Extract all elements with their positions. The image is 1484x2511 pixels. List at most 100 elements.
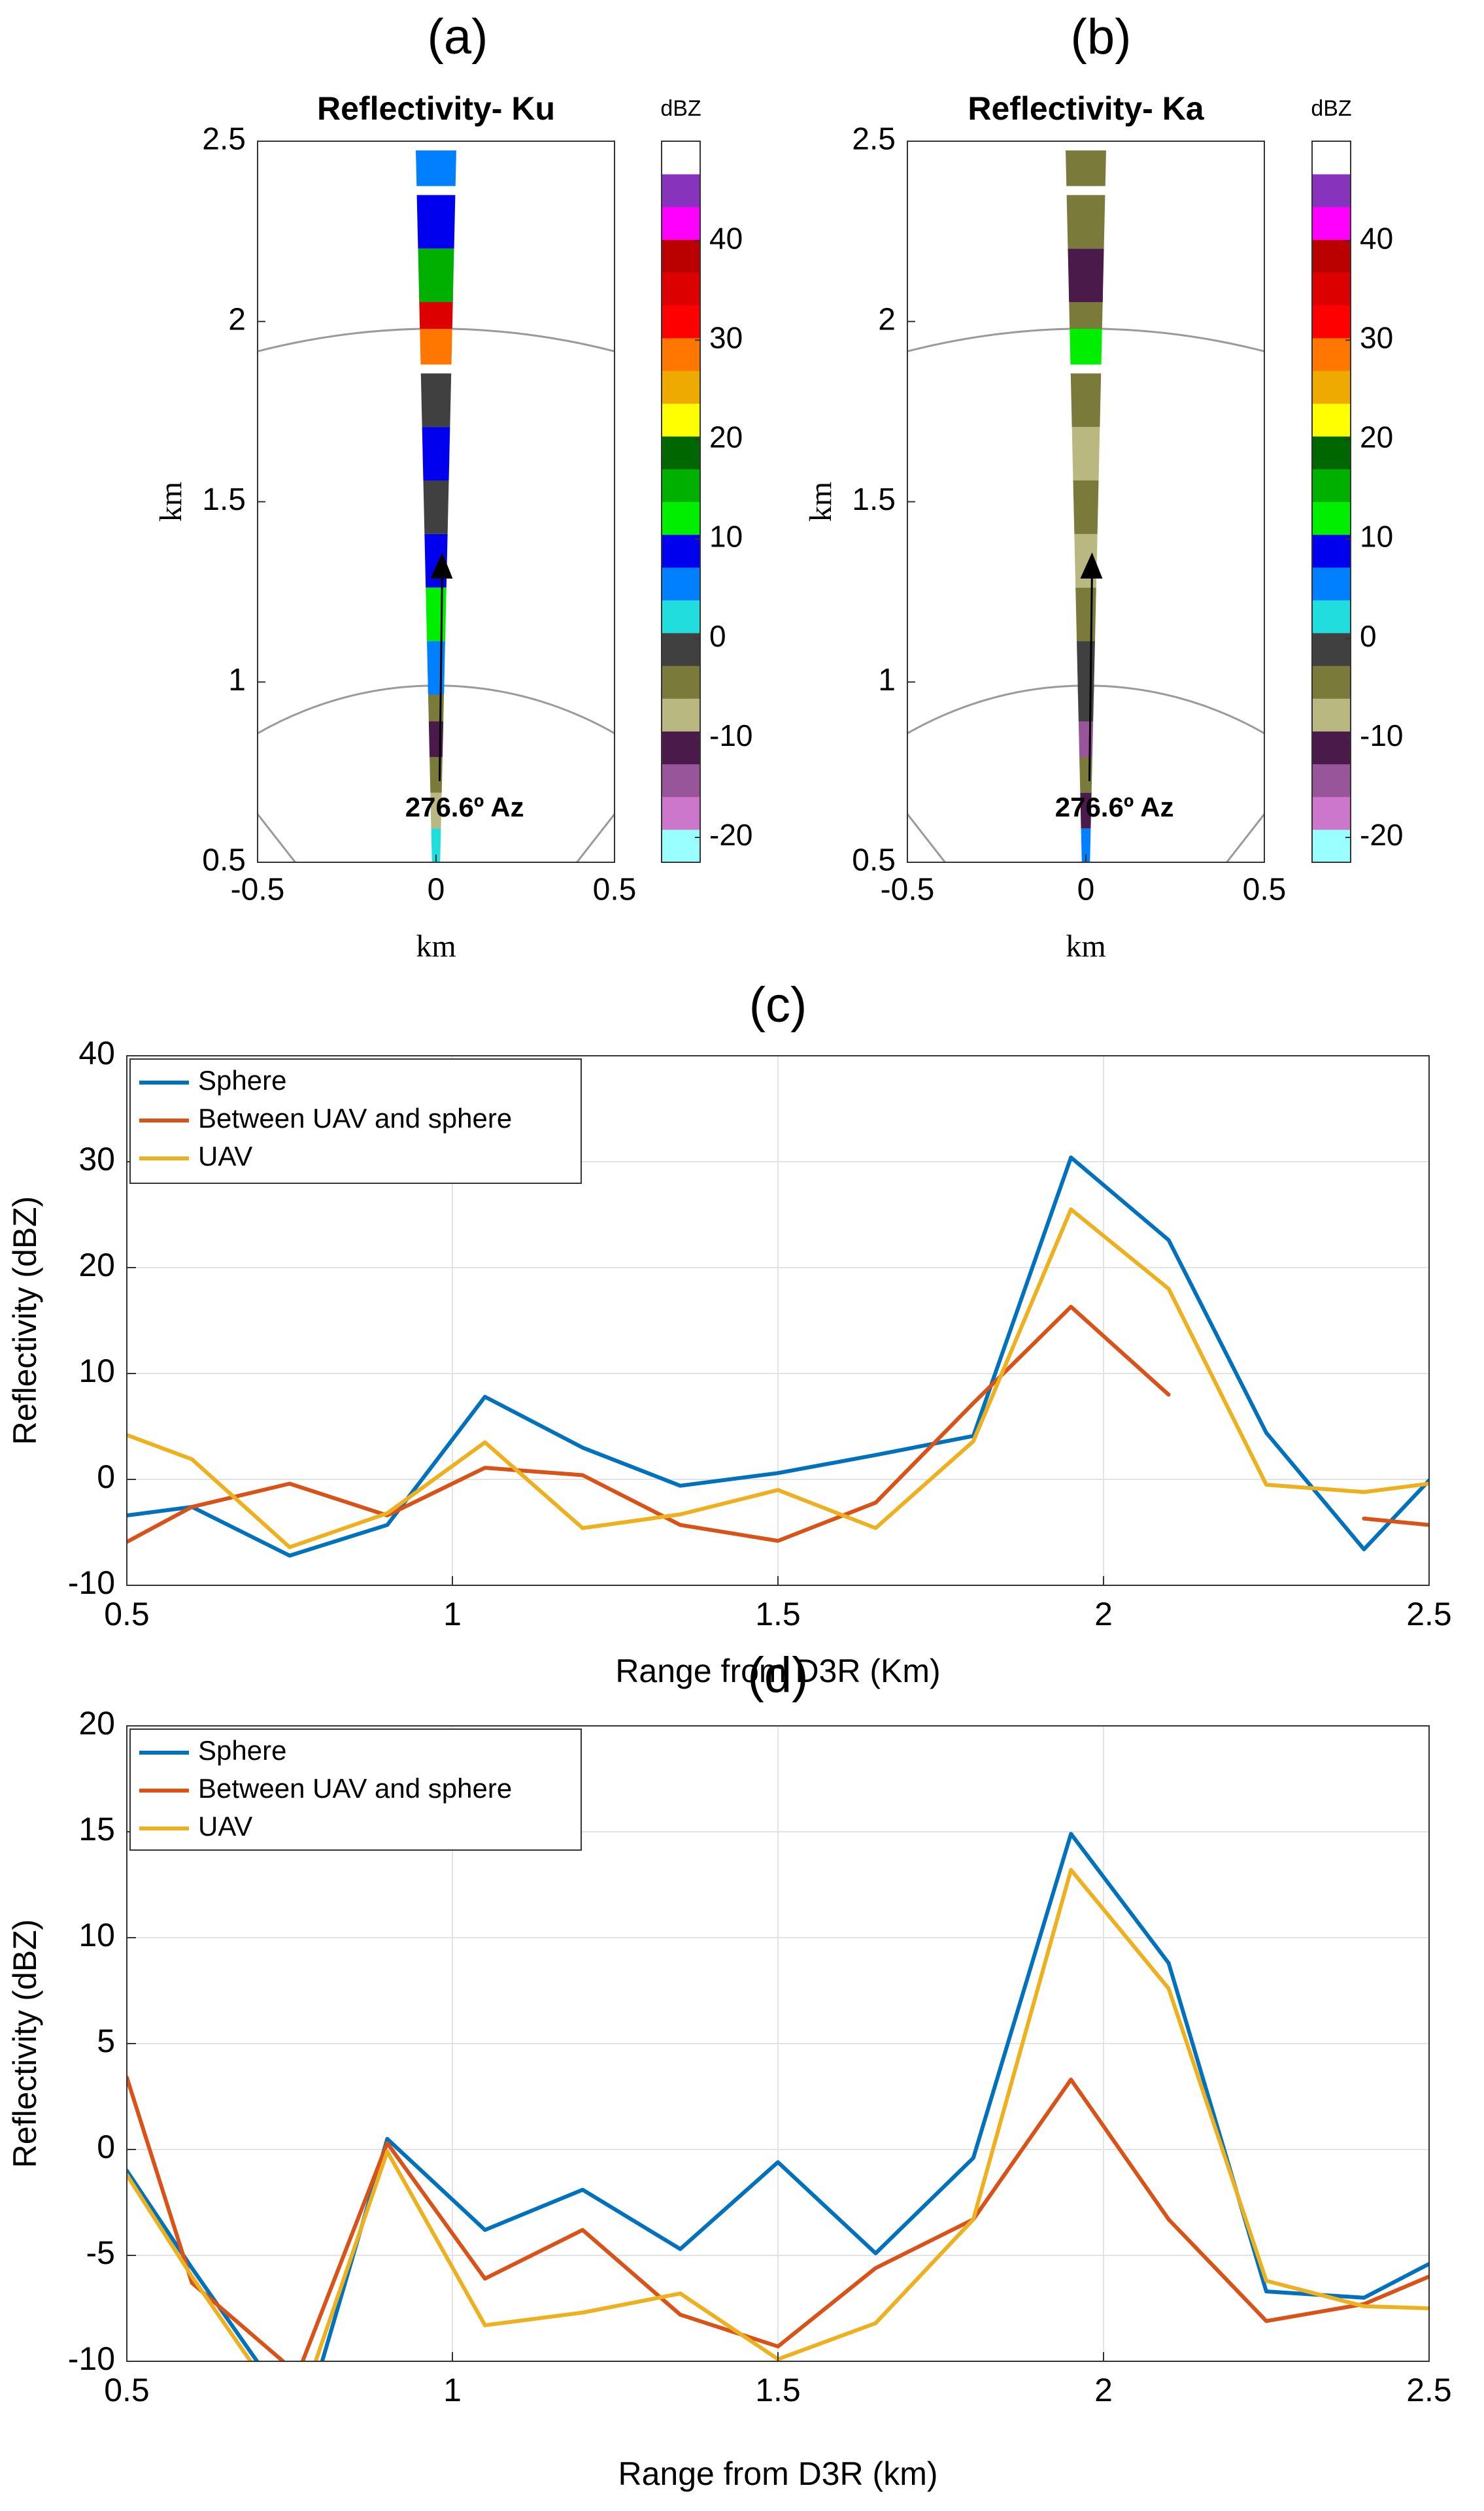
y-tick-label: -5 bbox=[86, 2234, 115, 2271]
x-tick-label: 2.5 bbox=[1406, 1596, 1452, 1632]
azimuth-annotation: 276.6º Az bbox=[1055, 792, 1174, 822]
colorbar-label: dBZ bbox=[660, 96, 701, 121]
colorbar-swatch bbox=[1312, 436, 1351, 469]
x-tick-label: 0 bbox=[428, 873, 445, 907]
sector-edge bbox=[1225, 812, 1264, 862]
beam-gate bbox=[418, 248, 454, 303]
legend-entry: Between UAV and sphere bbox=[198, 1103, 512, 1134]
beam-gate bbox=[1071, 427, 1100, 481]
series-area bbox=[127, 1832, 1429, 2361]
colorbar-swatch bbox=[1312, 370, 1351, 404]
y-tick-label: 0 bbox=[97, 1458, 115, 1495]
beam-gate bbox=[430, 792, 442, 829]
legend: Sphere Between UAV and sphere UAV bbox=[129, 1728, 582, 1851]
azimuth-annotation: 276.6º Az bbox=[405, 792, 524, 822]
beam-gate bbox=[423, 480, 449, 534]
series-line-between-uav-and-sphere bbox=[127, 2075, 1429, 2361]
legend-entry: UAV bbox=[198, 1811, 252, 1842]
colorbar-swatch bbox=[1312, 174, 1351, 207]
y-tick-label: -10 bbox=[68, 2340, 115, 2377]
line-panel-c: (c) 0.5 1 1.5 2 2.5 -10 0 10 20 30 40 Range from D3R… bbox=[7, 977, 1452, 1689]
beam-gate bbox=[1066, 150, 1106, 186]
colorbar-swatch bbox=[662, 731, 700, 765]
y-tick-label: 0.5 bbox=[202, 843, 246, 878]
colorbar-label: dBZ bbox=[1311, 96, 1351, 121]
legend-entry: UAV bbox=[198, 1141, 252, 1171]
colorbar-tick-label: 30 bbox=[1360, 320, 1393, 354]
y-tick-label: 20 bbox=[78, 1705, 115, 1742]
x-axis-label: Range from D3R (Km) bbox=[615, 1653, 940, 1689]
colorbar-swatch bbox=[662, 469, 700, 502]
colorbar-swatch bbox=[662, 337, 700, 371]
azimuth-arrowhead bbox=[430, 552, 453, 579]
sector-edge bbox=[258, 812, 297, 862]
beam-gate bbox=[427, 641, 445, 695]
ppi-panel-a: (a) Reflectivity- Ku -0.5 0 0.5 0.5 1 1.5 2 2.5 km… bbox=[154, 9, 752, 964]
beam-gate bbox=[1073, 480, 1099, 534]
colorbar-swatch bbox=[662, 403, 700, 437]
beam-gate bbox=[416, 195, 456, 249]
beam-gate bbox=[1066, 195, 1105, 249]
beam-gate bbox=[420, 329, 452, 365]
beam-gate bbox=[420, 373, 452, 428]
colorbar-tick-label: -20 bbox=[709, 818, 752, 852]
panel-label: (a) bbox=[428, 9, 488, 65]
colorbar-swatch bbox=[662, 534, 700, 568]
chart-title: Reflectivity- Ku bbox=[317, 90, 555, 127]
colorbar-swatch bbox=[662, 599, 700, 633]
series-line-uav bbox=[127, 1207, 1429, 1549]
x-axis-label: Range from D3R (km) bbox=[618, 2455, 938, 2492]
x-axis-label: km bbox=[1066, 929, 1105, 964]
azimuth-arrow bbox=[1088, 569, 1093, 782]
series-line-sphere bbox=[127, 1832, 1429, 2361]
colorbar-swatch bbox=[662, 567, 700, 601]
y-axis-label: km bbox=[154, 482, 188, 522]
legend-frame bbox=[129, 1058, 582, 1184]
colorbar-swatch bbox=[1312, 666, 1351, 699]
colorbar-tick-label: 10 bbox=[1360, 520, 1393, 554]
y-axis-label: Reflectivity (dBZ) bbox=[7, 1196, 43, 1445]
colorbar-tick-label: -10 bbox=[709, 718, 752, 752]
y-tick-label: 5 bbox=[97, 2023, 115, 2059]
colorbar-swatch bbox=[1312, 207, 1351, 240]
colorbar-swatch bbox=[662, 666, 700, 699]
colorbar-swatch bbox=[1312, 469, 1351, 502]
series-area bbox=[127, 1155, 1429, 1558]
sector-edge bbox=[575, 812, 615, 862]
y-tick-label: 20 bbox=[78, 1247, 115, 1283]
colorbar-frame bbox=[1311, 141, 1351, 863]
y-tick-label: 2.5 bbox=[202, 122, 246, 157]
x-tick-label: 1.5 bbox=[755, 1596, 801, 1632]
colorbar-tick-label: 10 bbox=[709, 520, 743, 554]
x-tick-label: 2 bbox=[1094, 1596, 1113, 1632]
colorbar-swatch bbox=[1312, 796, 1351, 830]
x-tick-label: 0.5 bbox=[104, 2372, 150, 2408]
colorbar-swatch bbox=[662, 436, 700, 469]
x-tick-label: 1 bbox=[443, 2372, 462, 2408]
y-axis-label: km bbox=[803, 482, 838, 522]
panel-label: (c) bbox=[749, 977, 807, 1033]
colorbar-swatch bbox=[662, 272, 700, 306]
colorbar-tick-label: 20 bbox=[1360, 420, 1393, 454]
ppi-panel-b: (b) Reflectivity- Ka -0.5 0 0.5 0.5 1 1.5 2 2.5 km… bbox=[803, 9, 1403, 964]
beam-gate bbox=[1080, 792, 1092, 829]
colorbar-swatch bbox=[1312, 403, 1351, 437]
series-line-between-uav-and-sphere bbox=[127, 1304, 1429, 1544]
colorbar-swatch bbox=[662, 501, 700, 535]
beam-gate bbox=[1070, 373, 1102, 428]
colorbar-tick-label: -10 bbox=[1360, 718, 1403, 752]
beam-gate bbox=[431, 828, 441, 862]
colorbar-swatch bbox=[662, 174, 700, 207]
y-tick-label: 0 bbox=[97, 2129, 115, 2165]
y-tick-label: 40 bbox=[78, 1035, 115, 1071]
y-tick-label: 10 bbox=[78, 1917, 115, 1953]
x-tick-label: 0.5 bbox=[593, 873, 637, 907]
beam-gate bbox=[1070, 329, 1102, 365]
colorbar-tick-label: 0 bbox=[709, 619, 726, 653]
sector-edge bbox=[907, 812, 947, 862]
colorbar-swatch bbox=[662, 796, 700, 830]
x-tick-label: -0.5 bbox=[881, 873, 935, 907]
colorbar-swatch bbox=[662, 239, 700, 273]
chart-title: Reflectivity- Ka bbox=[968, 90, 1204, 127]
